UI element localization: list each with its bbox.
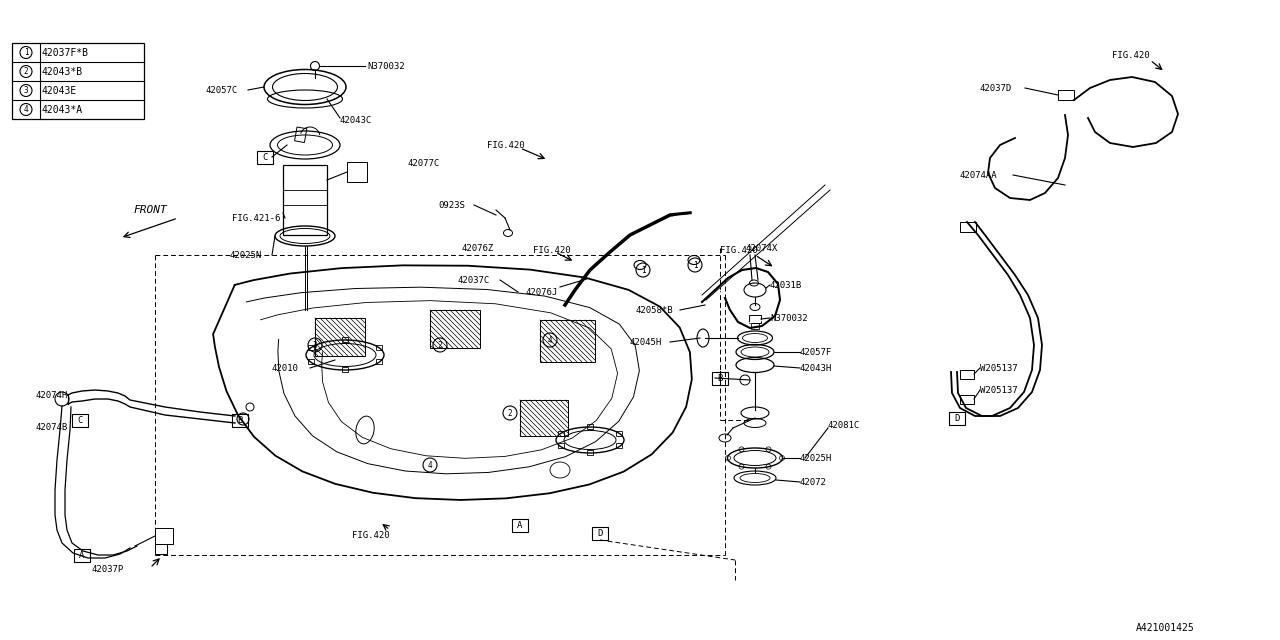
Bar: [155, 544, 166, 554]
Bar: [520, 400, 568, 436]
Bar: [308, 344, 314, 349]
Bar: [588, 424, 593, 429]
Bar: [540, 320, 595, 362]
Text: 42043E: 42043E: [42, 86, 77, 95]
Bar: [283, 165, 326, 235]
Text: N370032: N370032: [367, 61, 404, 70]
Text: 3: 3: [24, 86, 28, 95]
Text: N370032: N370032: [771, 314, 808, 323]
Text: 42025H: 42025H: [800, 454, 832, 463]
Text: 42074AA: 42074AA: [960, 170, 997, 179]
Bar: [749, 315, 762, 323]
Bar: [155, 528, 173, 544]
Text: 42031B: 42031B: [771, 280, 803, 289]
Bar: [376, 344, 381, 349]
Text: 42037C: 42037C: [457, 275, 489, 285]
Text: FIG.420: FIG.420: [486, 141, 525, 150]
Bar: [558, 444, 563, 449]
Bar: [342, 337, 348, 342]
Bar: [342, 367, 348, 372]
Text: B: B: [717, 374, 723, 383]
Bar: [347, 162, 367, 182]
Text: 42057F: 42057F: [800, 348, 832, 356]
Text: 1: 1: [24, 48, 28, 57]
Text: 42025N: 42025N: [230, 250, 262, 259]
Text: D: D: [598, 529, 603, 538]
Text: 42037D: 42037D: [980, 83, 1012, 93]
Text: C: C: [262, 152, 268, 161]
Text: 42081C: 42081C: [828, 420, 860, 429]
Text: 42043C: 42043C: [340, 115, 372, 125]
Text: FIG.420: FIG.420: [719, 246, 758, 255]
Text: 42077C: 42077C: [408, 159, 440, 168]
Text: FIG.420: FIG.420: [532, 246, 571, 255]
Bar: [558, 431, 563, 436]
Bar: [12, 43, 143, 119]
Text: 2: 2: [508, 408, 512, 417]
Text: 42037F*B: 42037F*B: [42, 47, 90, 58]
Bar: [751, 323, 759, 329]
Text: D: D: [955, 413, 960, 422]
Text: A: A: [517, 520, 522, 529]
Bar: [617, 444, 622, 449]
Text: FIG.420: FIG.420: [1112, 51, 1149, 60]
Bar: [1059, 90, 1074, 100]
Text: 42076Z: 42076Z: [462, 243, 494, 253]
Text: 42072: 42072: [800, 477, 827, 486]
Text: W205137: W205137: [980, 364, 1018, 372]
Text: 42074H: 42074H: [35, 390, 68, 399]
Bar: [617, 431, 622, 436]
Bar: [308, 360, 314, 364]
Text: 42058*B: 42058*B: [635, 305, 672, 314]
Text: 42037P: 42037P: [92, 566, 124, 575]
Text: A: A: [79, 550, 84, 559]
Bar: [960, 370, 974, 379]
Bar: [294, 127, 307, 143]
Text: 42074X: 42074X: [745, 243, 777, 253]
Text: FRONT: FRONT: [133, 205, 166, 215]
Text: FIG.421-6: FIG.421-6: [232, 214, 280, 223]
Text: 42074B: 42074B: [35, 422, 68, 431]
Text: 42045H: 42045H: [630, 337, 662, 346]
Text: 42043*B: 42043*B: [42, 67, 83, 77]
Text: 4: 4: [428, 461, 433, 470]
Text: 2: 2: [438, 340, 443, 349]
Text: 4: 4: [24, 105, 28, 114]
Text: C: C: [77, 415, 83, 424]
Bar: [430, 310, 480, 348]
Text: FIG.420: FIG.420: [352, 531, 389, 540]
Text: 42043H: 42043H: [800, 364, 832, 372]
Text: W205137: W205137: [980, 385, 1018, 394]
Text: 0923S: 0923S: [438, 200, 465, 209]
Text: A421001425: A421001425: [1137, 623, 1196, 633]
Text: B: B: [237, 415, 243, 424]
Text: 2: 2: [24, 67, 28, 76]
Text: 4: 4: [548, 335, 552, 344]
Bar: [960, 395, 974, 404]
Text: 42076J: 42076J: [525, 287, 557, 296]
Text: 42057C: 42057C: [205, 86, 237, 95]
Text: 1: 1: [641, 266, 645, 275]
Bar: [588, 450, 593, 455]
Text: 1: 1: [692, 260, 698, 269]
Text: 3: 3: [312, 340, 317, 349]
Text: 42010: 42010: [273, 364, 298, 372]
Bar: [315, 318, 365, 356]
Bar: [376, 360, 381, 364]
Bar: [960, 222, 977, 232]
Text: 42043*A: 42043*A: [42, 104, 83, 115]
